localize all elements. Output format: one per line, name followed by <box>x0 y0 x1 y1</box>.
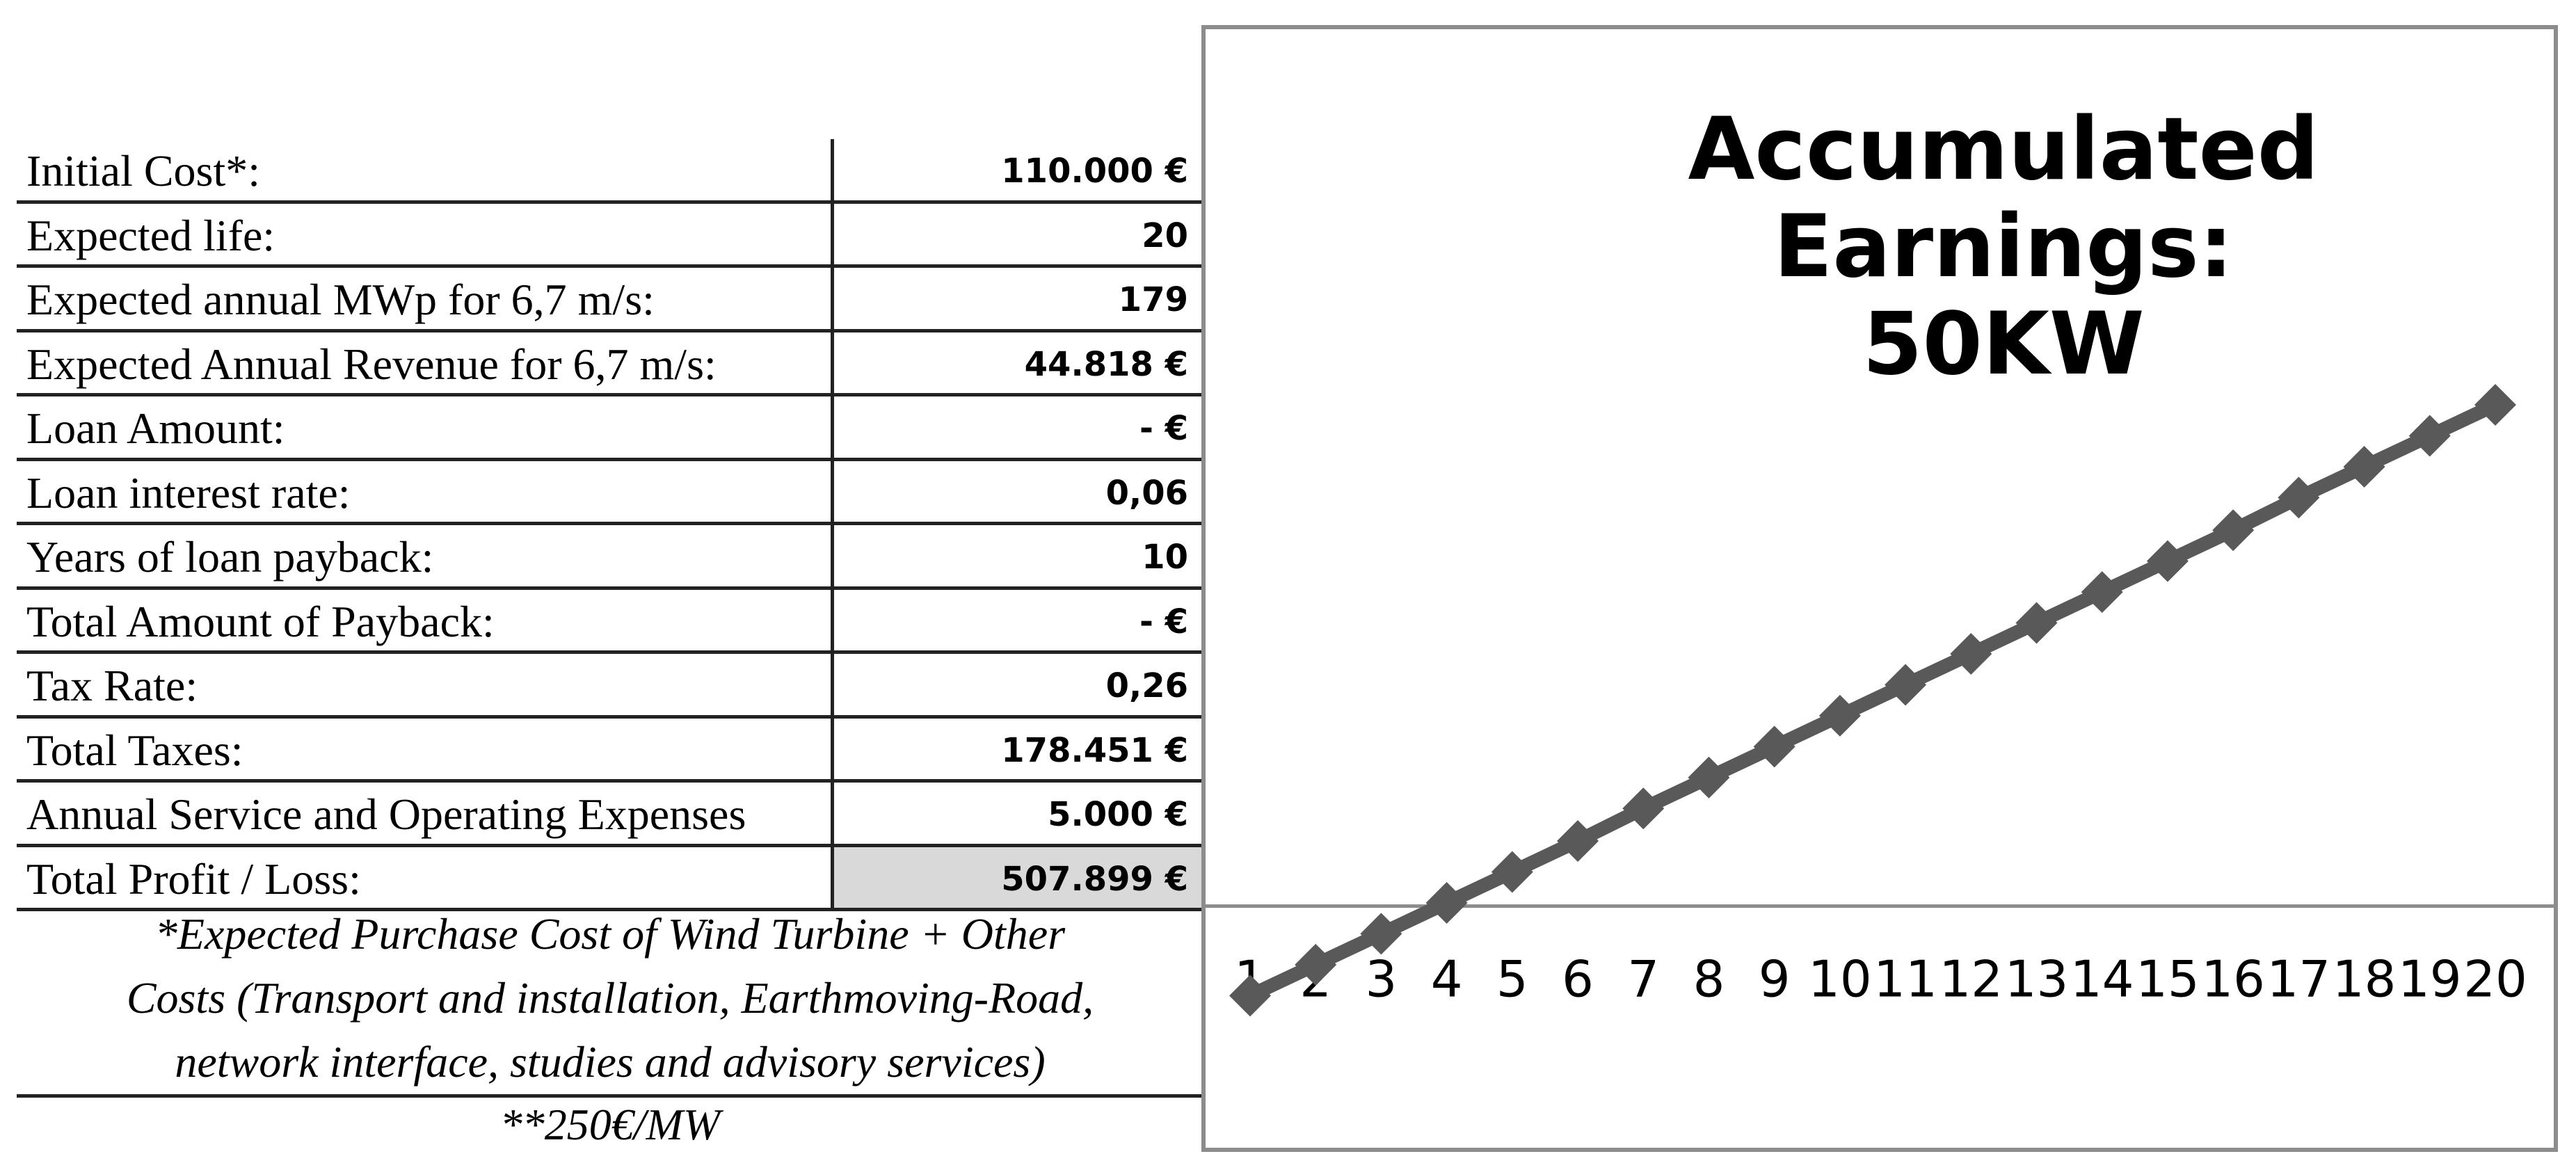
row-label: Total Taxes: <box>17 718 834 779</box>
row-value: 5.000 € <box>1048 795 1188 834</box>
table-row: Expected Annual Revenue for 6,7 m/s: 44.8… <box>17 332 1203 396</box>
footnote-line-1: *Expected Purchase Cost of Wind Turbine … <box>154 909 1066 959</box>
x-tick-label: 17 <box>2267 950 2331 1009</box>
x-tick-label: 12 <box>1939 950 2003 1009</box>
row-value: 0,26 <box>1105 666 1188 705</box>
data-point-marker <box>2015 602 2058 644</box>
data-point-marker <box>1295 943 1337 986</box>
row-value: 0,06 <box>1105 473 1188 513</box>
row-label: Expected life: <box>17 203 834 264</box>
row-label: Annual Service and Operating Expenses <box>17 783 834 844</box>
row-label: Expected annual MWp for 6,7 m/s: <box>17 268 834 329</box>
row-value: 44.818 € <box>1024 344 1188 384</box>
data-point-marker <box>2081 571 2123 614</box>
x-tick-label: 3 <box>1366 950 1398 1009</box>
x-tick-label: 14 <box>2070 950 2134 1009</box>
cost-footnote: *Expected Purchase Cost of Wind Turbine … <box>17 901 1203 1098</box>
row-value: - € <box>1139 409 1188 448</box>
data-point-marker <box>1491 851 1533 893</box>
data-point-marker <box>1229 975 1271 1017</box>
x-tick-label: 4 <box>1431 950 1463 1009</box>
row-value: 10 <box>1142 538 1188 577</box>
table-row: Tax Rate: 0,26 <box>17 654 1203 719</box>
data-point-marker <box>2278 476 2320 519</box>
table-row: Annual Service and Operating Expenses 5.0… <box>17 783 1203 847</box>
footnote-line-2: Costs (Transport and installation, Earth… <box>126 973 1094 1023</box>
row-label: Loan Amount: <box>17 396 834 458</box>
data-point-marker <box>1557 820 1599 863</box>
row-value: - € <box>1139 602 1188 641</box>
footnote-line-3: network interface, studies and advisory … <box>175 1037 1046 1087</box>
table-row: Total Amount of Payback: - € <box>17 589 1203 654</box>
rate-footnote: **250€/MW <box>499 1100 721 1149</box>
x-tick-label: 6 <box>1562 950 1594 1009</box>
data-point-marker <box>2212 509 2255 552</box>
row-value: 179 <box>1118 280 1188 319</box>
row-label: Expected Annual Revenue for 6,7 m/s: <box>17 332 834 393</box>
chart-title-line-2: 50KW <box>1862 294 2145 394</box>
data-point-marker <box>1360 913 1402 955</box>
data-point-marker <box>2146 540 2189 582</box>
x-tick-label: 7 <box>1627 950 1659 1009</box>
data-point-marker <box>2408 415 2451 457</box>
table-row: Loan interest rate: 0,06 <box>17 460 1203 525</box>
table-row: Expected annual MWp for 6,7 m/s: 179 <box>17 268 1203 332</box>
x-tick-label: 13 <box>2005 950 2069 1009</box>
data-point-marker <box>1425 881 1468 924</box>
chart-title: Accumulated Earnings: 50KW <box>1461 101 2546 393</box>
x-tick-label: 19 <box>2398 950 2462 1009</box>
x-tick-label: 20 <box>2463 950 2527 1009</box>
row-label: Total Amount of Payback: <box>17 589 834 650</box>
x-tick-label: 15 <box>2136 950 2200 1009</box>
x-tick-label: 11 <box>1873 950 1937 1009</box>
data-point-marker <box>1753 726 1795 768</box>
financial-table: Initial Cost*: 110.000 € Expected life: 20 E… <box>17 139 1203 911</box>
row-label: Total Profit / Loss: <box>17 847 834 908</box>
data-point-marker <box>2343 445 2385 488</box>
table-row: Expected life: 20 <box>17 203 1203 268</box>
table-row: Initial Cost*: 110.000 € <box>17 139 1203 204</box>
data-point-marker <box>1622 787 1665 830</box>
row-label: Loan interest rate: <box>17 460 834 522</box>
data-point-marker <box>1818 694 1861 737</box>
chart-frame <box>1201 25 2558 1152</box>
data-point-marker <box>1950 633 1992 675</box>
x-tick-label: 18 <box>2333 950 2397 1009</box>
x-tick-label: 10 <box>1808 950 1872 1009</box>
table-row: Years of loan payback: 10 <box>17 525 1203 590</box>
table-row: Total Taxes: 178.451 € <box>17 718 1203 783</box>
row-label: Initial Cost*: <box>17 139 834 200</box>
x-tick-label: 5 <box>1496 950 1528 1009</box>
row-value: 110.000 € <box>1001 152 1188 191</box>
x-tick-label: 9 <box>1759 950 1791 1009</box>
row-value: 20 <box>1142 216 1188 255</box>
row-label: Years of loan payback: <box>17 525 834 586</box>
row-label: Tax Rate: <box>17 654 834 715</box>
table-row: Total Profit / Loss: 507.899 € <box>17 847 1203 911</box>
x-tick-label: 8 <box>1693 950 1725 1009</box>
table-row: Loan Amount: - € <box>17 396 1203 461</box>
row-value: 178.451 € <box>1001 730 1188 770</box>
data-point-marker <box>1688 756 1730 799</box>
data-point-marker <box>1885 664 1927 706</box>
row-value: 507.899 € <box>834 847 1203 908</box>
x-tick-label: 16 <box>2201 950 2265 1009</box>
data-point-marker <box>2474 384 2516 426</box>
chart-title-line-1: Accumulated Earnings: <box>1688 99 2319 297</box>
